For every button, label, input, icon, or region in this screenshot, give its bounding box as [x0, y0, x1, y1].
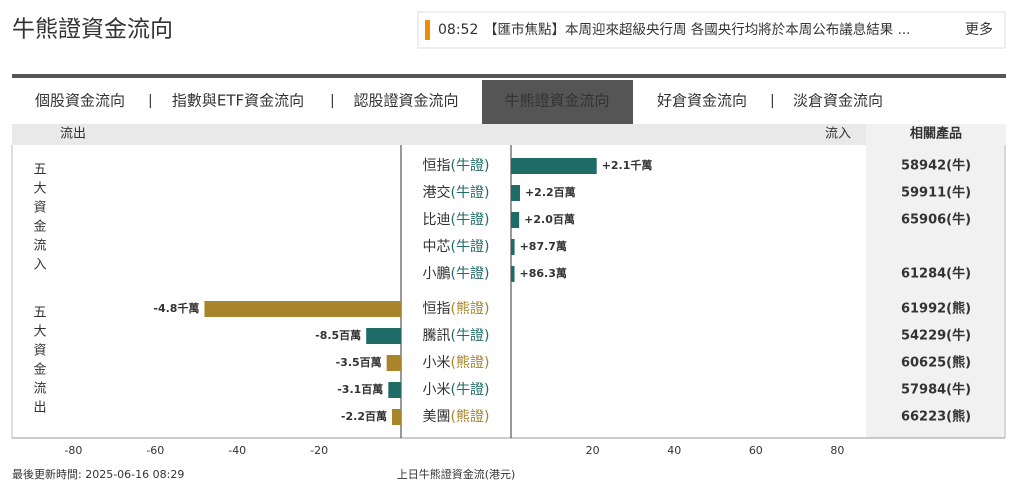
product-link[interactable]: 60625(熊) — [901, 355, 971, 371]
x-tick-label: -20 — [310, 444, 328, 457]
x-tick-label: 60 — [749, 444, 763, 457]
bar — [511, 185, 520, 201]
row-kind: (牛證) — [451, 184, 490, 201]
tab-separator: | — [330, 93, 335, 109]
tab[interactable]: 牛熊證資金流向 — [504, 92, 609, 110]
product-link[interactable]: 59911(牛) — [901, 185, 971, 201]
value-label: +2.1千萬 — [602, 158, 653, 172]
value-label: -3.5百萬 — [336, 355, 382, 369]
row-kind: (熊證) — [451, 300, 490, 317]
value-label: -8.5百萬 — [315, 328, 361, 342]
tab[interactable]: 好倉資金流向 — [657, 92, 747, 110]
row-name: 騰訊 — [423, 327, 451, 344]
group-label: 五大資金流入 — [31, 162, 47, 276]
value-label: +86.3萬 — [520, 266, 567, 280]
inflow-header: 流入 — [825, 127, 851, 142]
tab[interactable]: 淡倉資金流向 — [793, 92, 883, 110]
news-time: 08:52 — [438, 22, 478, 38]
row-kind: (牛證) — [451, 381, 490, 398]
tab-separator: | — [148, 93, 153, 109]
bar — [511, 239, 515, 255]
row-label: 騰訊(牛證) — [423, 327, 490, 344]
product-link[interactable]: 61284(牛) — [901, 266, 971, 282]
x-axis-label: 上日牛熊證資金流(港元) — [397, 467, 516, 481]
row-kind: (熊證) — [451, 408, 490, 425]
row-name: 小鵬 — [423, 266, 451, 282]
news-text[interactable]: 【匯市焦點】本周迎來超級央行周 各國央行均將於本周公布議息結果 ... — [484, 21, 910, 38]
value-label: +2.0百萬 — [524, 212, 575, 226]
bar — [204, 301, 401, 317]
column-header-bg — [12, 124, 1006, 145]
x-tick-label: -80 — [64, 444, 82, 457]
row-label: 小鵬(牛證) — [423, 265, 490, 282]
news-more[interactable]: 更多 — [965, 21, 993, 38]
row-label: 港交(牛證) — [423, 184, 490, 201]
tab[interactable]: 指數與ETF資金流向 — [172, 92, 304, 110]
value-label: +87.7萬 — [520, 239, 567, 253]
row-label: 小米(熊證) — [423, 354, 490, 371]
active-tab-bg — [482, 80, 633, 124]
row-label: 恒指(牛證) — [423, 157, 490, 174]
top-rule — [12, 74, 1006, 78]
row-label: 小米(牛證) — [423, 381, 490, 398]
bar — [391, 409, 401, 425]
row-label: 恒指(熊證) — [423, 300, 490, 317]
row-name: 比迪 — [423, 212, 451, 228]
bar — [511, 266, 515, 282]
product-column-bg — [866, 124, 1006, 438]
product-link[interactable]: 58942(牛) — [901, 158, 971, 174]
product-link[interactable]: 54229(牛) — [901, 328, 971, 344]
last-updated: 最後更新時間: 2025-06-16 08:29 — [12, 467, 184, 481]
value-label: -3.1百萬 — [337, 382, 383, 396]
product-link[interactable]: 61992(熊) — [901, 301, 971, 317]
bar — [511, 158, 597, 174]
x-tick-label: 80 — [830, 444, 844, 457]
value-label: -2.2百萬 — [341, 409, 387, 423]
tab[interactable]: 個股資金流向 — [35, 92, 125, 110]
bar — [388, 382, 401, 398]
product-link[interactable]: 57984(牛) — [901, 382, 971, 398]
value-label: -4.8千萬 — [153, 301, 199, 315]
row-name: 港交 — [423, 184, 451, 201]
x-tick-label: -60 — [146, 444, 164, 457]
row-name: 小米 — [423, 382, 451, 398]
row-name: 小米 — [423, 355, 451, 371]
row-kind: (熊證) — [451, 354, 490, 371]
bar — [511, 212, 520, 228]
x-tick-label: 20 — [586, 444, 600, 457]
page-title: 牛熊證資金流向 — [12, 17, 173, 43]
tab-separator: | — [770, 93, 775, 109]
row-kind: (牛證) — [451, 327, 490, 344]
bar — [366, 328, 401, 344]
news-marker — [425, 20, 430, 40]
row-name: 美團 — [423, 409, 451, 425]
group-label: 五大資金流出 — [31, 305, 47, 419]
news-box — [417, 11, 1006, 49]
row-label: 比迪(牛證) — [423, 211, 490, 228]
products-header: 相關產品 — [910, 126, 962, 142]
product-link[interactable]: 65906(牛) — [901, 212, 971, 228]
row-kind: (牛證) — [451, 238, 490, 255]
x-tick-label: 40 — [667, 444, 681, 457]
outflow-header: 流出 — [60, 127, 86, 142]
row-name: 中芯 — [423, 239, 451, 255]
row-name: 恒指 — [423, 158, 451, 174]
row-kind: (牛證) — [451, 265, 490, 282]
row-name: 恒指 — [423, 301, 451, 317]
bar — [386, 355, 401, 371]
row-label: 中芯(牛證) — [423, 238, 490, 255]
tab[interactable]: 認股證資金流向 — [353, 92, 458, 110]
row-label: 美團(熊證) — [423, 408, 490, 425]
row-kind: (牛證) — [451, 157, 490, 174]
product-link[interactable]: 66223(熊) — [901, 409, 971, 425]
row-kind: (牛證) — [451, 211, 490, 228]
value-label: +2.2百萬 — [525, 185, 576, 199]
x-tick-label: -40 — [228, 444, 246, 457]
